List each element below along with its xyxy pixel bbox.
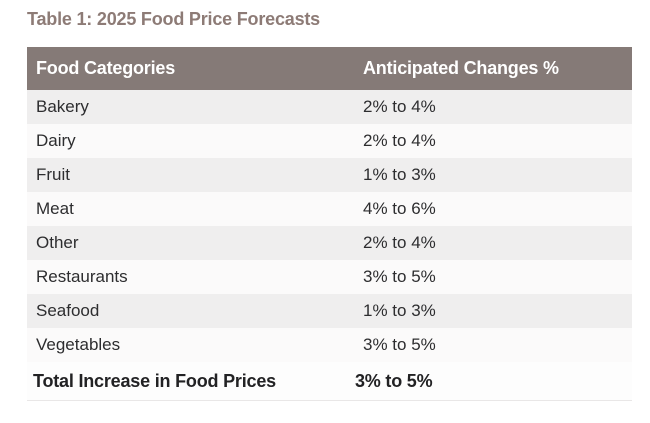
header-food-categories: Food Categories [36, 58, 176, 78]
change-cell: 3% to 5% [363, 335, 436, 354]
category-cell: Seafood [36, 301, 100, 320]
table-row-seafood: Seafood 1% to 3% [27, 294, 632, 328]
page: Table 1: 2025 Food Price Forecasts Food … [27, 9, 632, 401]
table-row-vegetables: Vegetables 3% to 5% [27, 328, 632, 362]
total-value: 3% to 5% [355, 370, 433, 391]
category-cell: Fruit [36, 165, 70, 184]
change-cell: 1% to 3% [363, 301, 436, 320]
table-caption: Table 1: 2025 Food Price Forecasts [27, 9, 320, 29]
food-price-forecast-table: Food Categories Anticipated Changes % Ba… [27, 47, 632, 401]
table-header-row: Food Categories Anticipated Changes % [27, 47, 632, 90]
category-cell: Dairy [36, 131, 76, 150]
category-cell: Other [36, 233, 79, 252]
table-row-dairy: Dairy 2% to 4% [27, 124, 632, 158]
change-cell: 2% to 4% [363, 233, 436, 252]
table-row-meat: Meat 4% to 6% [27, 192, 632, 226]
change-cell: 2% to 4% [363, 97, 436, 116]
category-cell: Restaurants [36, 267, 128, 286]
table-row-bakery: Bakery 2% to 4% [27, 90, 632, 124]
table-row-restaurants: Restaurants 3% to 5% [27, 260, 632, 294]
table-total-row: Total Increase in Food Prices 3% to 5% [27, 362, 632, 401]
table-row-fruit: Fruit 1% to 3% [27, 158, 632, 192]
table-row-other: Other 2% to 4% [27, 226, 632, 260]
header-anticipated-changes: Anticipated Changes % [363, 58, 559, 78]
total-label: Total Increase in Food Prices [33, 370, 276, 391]
change-cell: 2% to 4% [363, 131, 436, 150]
category-cell: Meat [36, 199, 74, 218]
change-cell: 4% to 6% [363, 199, 436, 218]
change-cell: 3% to 5% [363, 267, 436, 286]
category-cell: Vegetables [36, 335, 121, 354]
change-cell: 1% to 3% [363, 165, 436, 184]
category-cell: Bakery [36, 97, 89, 116]
